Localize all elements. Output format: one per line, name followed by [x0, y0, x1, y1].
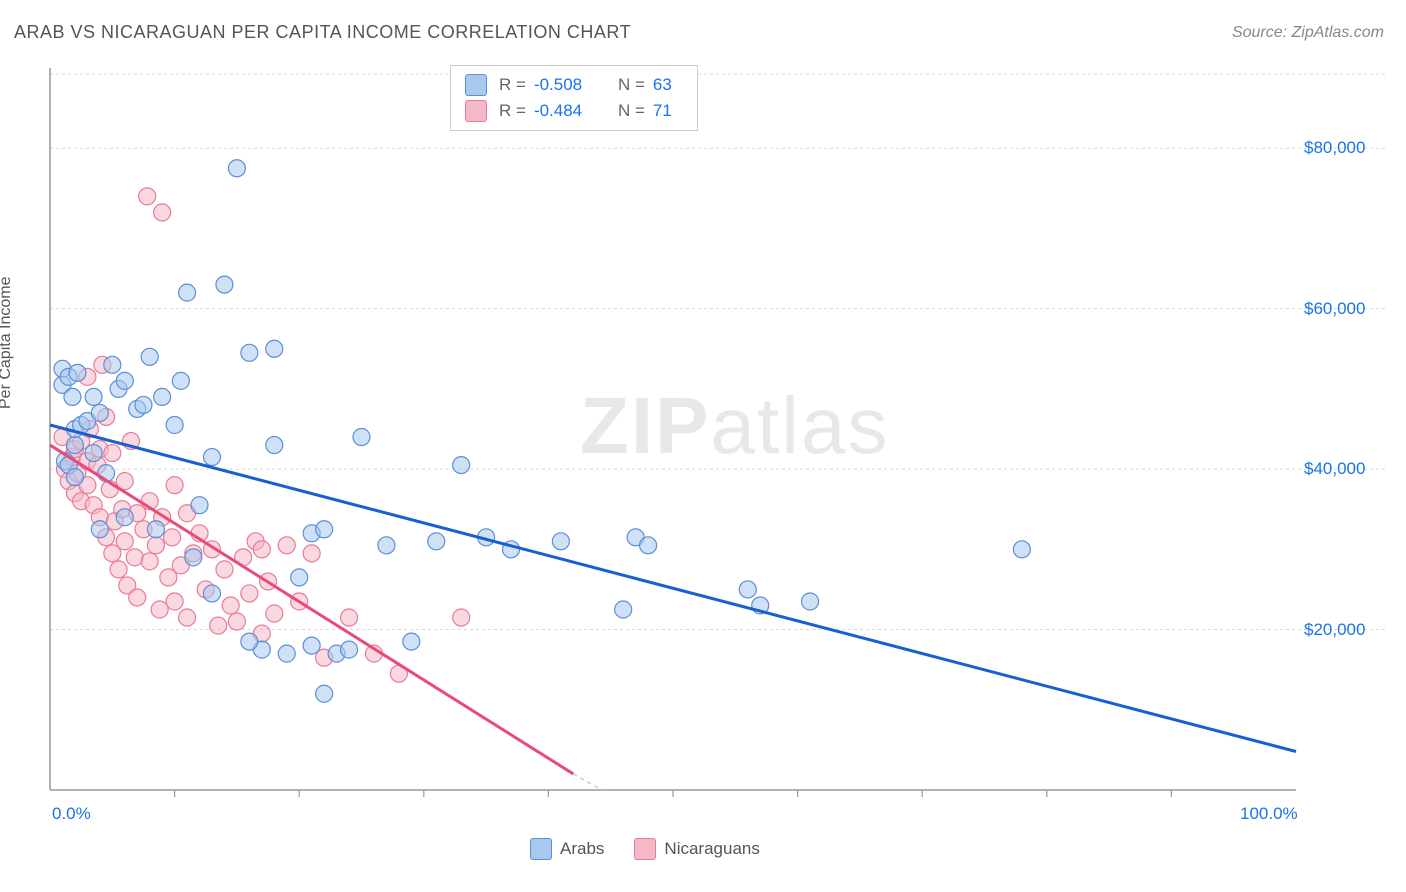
- r-label: R =: [499, 101, 526, 121]
- x-tick-label: 100.0%: [1240, 804, 1298, 824]
- legend-label-nicaraguans: Nicaraguans: [664, 839, 759, 859]
- chart-svg: [46, 60, 1386, 820]
- r-value-arabs: -0.508: [534, 75, 598, 95]
- chart-area: [46, 60, 1386, 820]
- legend-stats-row-arabs: R = -0.508 N = 63: [465, 72, 683, 98]
- x-tick-label: 0.0%: [52, 804, 91, 824]
- legend-stats-box: R = -0.508 N = 63 R = -0.484 N = 71: [450, 65, 698, 131]
- n-value-nicaraguans: 71: [653, 101, 683, 121]
- n-label: N =: [618, 101, 645, 121]
- legend-bottom: Arabs Nicaraguans: [530, 838, 760, 860]
- legend-stats-row-nicaraguans: R = -0.484 N = 71: [465, 98, 683, 124]
- legend-label-arabs: Arabs: [560, 839, 604, 859]
- chart-title: ARAB VS NICARAGUAN PER CAPITA INCOME COR…: [14, 22, 631, 43]
- legend-swatch-nicaraguans: [465, 100, 487, 122]
- legend-swatch-nicaraguans-icon: [634, 838, 656, 860]
- y-tick-label: $80,000: [1304, 138, 1365, 158]
- y-tick-label: $20,000: [1304, 620, 1365, 640]
- y-tick-label: $60,000: [1304, 299, 1365, 319]
- n-label: N =: [618, 75, 645, 95]
- n-value-arabs: 63: [653, 75, 683, 95]
- legend-swatch-arabs-icon: [530, 838, 552, 860]
- y-tick-label: $40,000: [1304, 459, 1365, 479]
- r-label: R =: [499, 75, 526, 95]
- legend-item-arabs: Arabs: [530, 838, 604, 860]
- legend-swatch-arabs: [465, 74, 487, 96]
- legend-item-nicaraguans: Nicaraguans: [634, 838, 759, 860]
- source-label: Source: ZipAtlas.com: [1232, 24, 1384, 42]
- r-value-nicaraguans: -0.484: [534, 101, 598, 121]
- y-axis-label: Per Capita Income: [0, 276, 15, 409]
